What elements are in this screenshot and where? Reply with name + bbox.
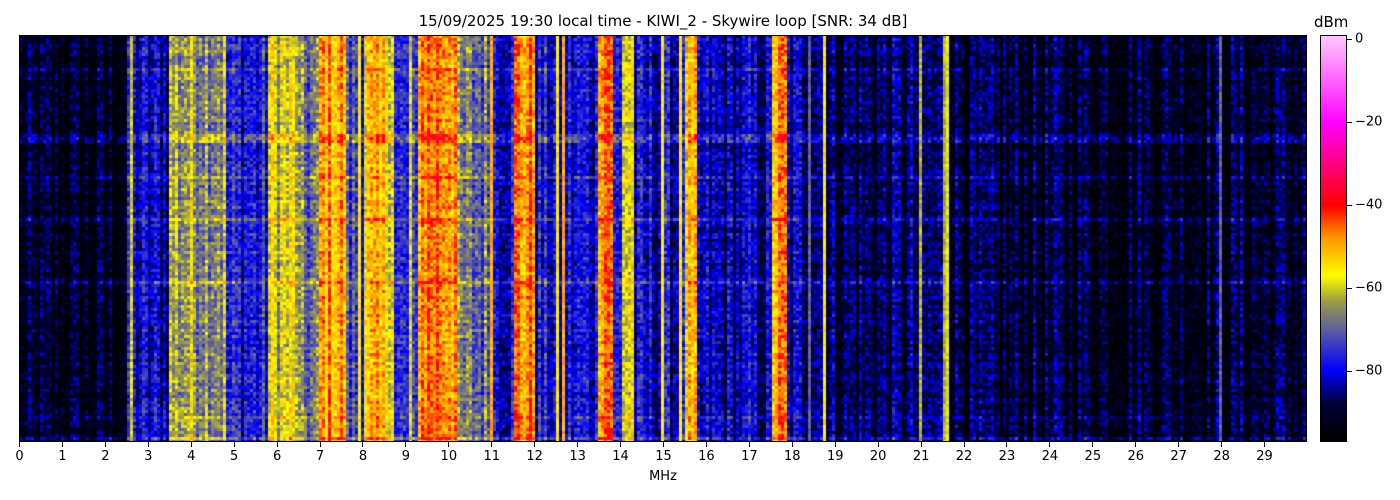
x-tick-label: 24 bbox=[1041, 449, 1059, 464]
x-tick-label: 11 bbox=[483, 449, 501, 464]
x-tick-label: 17 bbox=[741, 449, 758, 464]
x-tick-label: 29 bbox=[1256, 449, 1273, 464]
x-tick-mark bbox=[104, 442, 106, 447]
x-tick-mark bbox=[920, 442, 922, 447]
x-tick-mark bbox=[61, 442, 63, 447]
x-tick-label: 8 bbox=[358, 449, 368, 464]
x-tick-mark bbox=[877, 442, 879, 447]
x-tick-label: 22 bbox=[955, 449, 973, 464]
x-tick-label: 4 bbox=[187, 449, 196, 464]
x-tick-label: 25 bbox=[1084, 449, 1102, 464]
x-tick-label: 7 bbox=[315, 449, 325, 464]
x-tick-label: 21 bbox=[912, 449, 930, 464]
colorbar-tick-label: −60 bbox=[1355, 280, 1383, 296]
colorbar-tick-mark bbox=[1347, 205, 1352, 207]
x-tick-label: 20 bbox=[869, 449, 887, 464]
x-tick-mark bbox=[1264, 442, 1266, 447]
plot-frame bbox=[19, 35, 1307, 442]
colorbar-tick-label: −40 bbox=[1355, 197, 1383, 213]
x-tick-label: 12 bbox=[526, 449, 543, 464]
x-tick-mark bbox=[705, 442, 707, 447]
x-tick-label: 5 bbox=[230, 449, 239, 464]
x-tick-mark bbox=[276, 442, 278, 447]
x-tick-mark bbox=[1221, 442, 1223, 447]
x-tick-mark bbox=[319, 442, 321, 447]
x-tick-mark bbox=[963, 442, 965, 447]
x-tick-label: 15 bbox=[655, 449, 672, 464]
x-tick-mark bbox=[147, 442, 149, 447]
x-tick-label: 28 bbox=[1213, 449, 1230, 464]
x-tick-label: 10 bbox=[440, 449, 458, 464]
x-tick-label: 19 bbox=[826, 449, 844, 464]
colorbar bbox=[1320, 35, 1347, 442]
x-tick-label: 27 bbox=[1170, 449, 1187, 464]
x-axis-label: MHz bbox=[649, 469, 677, 484]
colorbar-tick-mark bbox=[1347, 371, 1352, 373]
x-tick-label: 9 bbox=[401, 449, 411, 464]
x-tick-mark bbox=[534, 442, 536, 447]
x-tick-mark bbox=[577, 442, 579, 447]
x-tick-label: 0 bbox=[15, 449, 24, 464]
x-tick-mark bbox=[748, 442, 750, 447]
colorbar-tick-label: 0 bbox=[1355, 31, 1364, 47]
x-tick-mark bbox=[19, 442, 20, 447]
x-tick-mark bbox=[663, 442, 664, 447]
x-tick-mark bbox=[1049, 442, 1051, 447]
x-tick-mark bbox=[362, 442, 364, 447]
x-tick-mark bbox=[1178, 442, 1180, 447]
x-tick-mark bbox=[791, 442, 793, 447]
x-tick-mark bbox=[405, 442, 407, 447]
x-tick-label: 23 bbox=[998, 449, 1016, 464]
x-tick-label: 26 bbox=[1127, 449, 1145, 464]
x-tick-label: 1 bbox=[58, 449, 67, 464]
x-tick-label: 14 bbox=[612, 449, 629, 464]
colorbar-tick-label: −20 bbox=[1355, 114, 1383, 130]
chart-title: 15/09/2025 19:30 local time - KIWI_2 - S… bbox=[418, 12, 908, 30]
colorbar-label: dBm bbox=[1314, 13, 1349, 31]
x-tick-mark bbox=[1092, 442, 1094, 447]
x-tick-mark bbox=[620, 442, 622, 447]
colorbar-tick-mark bbox=[1347, 122, 1352, 124]
x-tick-label: 3 bbox=[144, 449, 153, 464]
x-tick-mark bbox=[1135, 442, 1137, 447]
x-tick-label: 2 bbox=[101, 449, 110, 464]
x-tick-mark bbox=[448, 442, 450, 447]
x-tick-label: 18 bbox=[784, 449, 801, 464]
x-tick-mark bbox=[233, 442, 235, 447]
x-tick-label: 13 bbox=[569, 449, 586, 464]
colorbar-tick-mark bbox=[1347, 288, 1352, 290]
x-tick-mark bbox=[834, 442, 836, 447]
x-tick-label: 16 bbox=[698, 449, 715, 464]
x-tick-mark bbox=[190, 442, 192, 447]
x-tick-mark bbox=[491, 442, 493, 447]
x-tick-mark bbox=[1006, 442, 1008, 447]
x-tick-label: 6 bbox=[272, 449, 282, 464]
colorbar-tick-label: −80 bbox=[1355, 363, 1383, 379]
colorbar-tick-mark bbox=[1347, 39, 1352, 41]
waterfall-heatmap bbox=[19, 35, 1307, 442]
